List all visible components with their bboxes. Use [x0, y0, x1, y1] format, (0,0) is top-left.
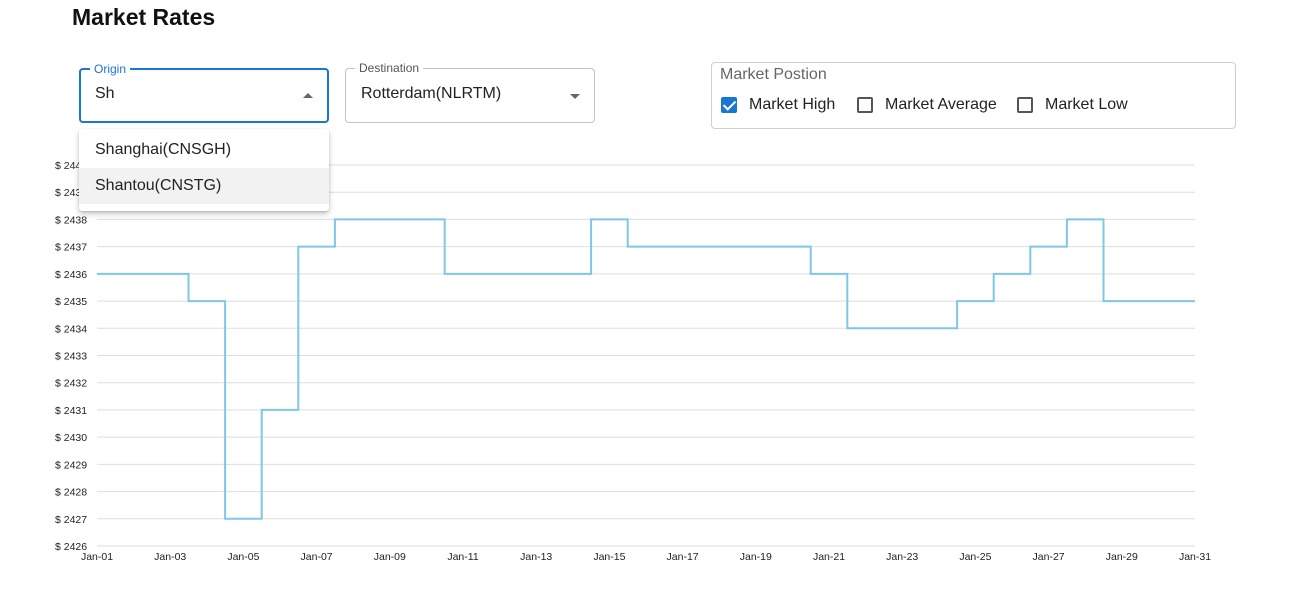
page-title: Market Rates — [72, 4, 216, 30]
x-tick-label: Jan-01 — [81, 551, 113, 563]
checkbox-unchecked-icon[interactable] — [1017, 97, 1033, 113]
checkbox-unchecked-icon[interactable] — [857, 97, 873, 113]
y-axis: $ 2426 $ 2427 $ 2428 $ 2429 $ 2430 $ 2431 $ 24… — [55, 160, 87, 553]
destination-select[interactable]: Destination Rotterdam(NLRTM) — [345, 60, 595, 123]
origin-select[interactable]: Origin Sh — [79, 61, 329, 123]
y-tick-label: $ 2432 — [55, 378, 87, 390]
market-position-label: Market Postion — [720, 66, 827, 83]
y-tick-label: $ 2436 — [55, 269, 87, 281]
market-high-label: Market High — [749, 96, 836, 113]
y-tick-label: $ 2437 — [55, 242, 87, 254]
market-average-label: Market Average — [885, 96, 997, 113]
market-average-checkbox[interactable]: Market Average — [857, 96, 997, 114]
x-tick-label: Jan-25 — [959, 551, 991, 563]
x-tick-label: Jan-15 — [593, 551, 625, 563]
y-tick-label: $ 2433 — [55, 351, 87, 363]
y-tick-label: $ 2431 — [55, 405, 87, 417]
y-tick-label: $ 2426 — [55, 541, 87, 553]
x-tick-label: Jan-03 — [154, 551, 186, 563]
x-tick-label: Jan-21 — [813, 551, 845, 563]
origin-option-shanghai[interactable]: Shanghai(CNSGH) — [95, 141, 232, 158]
y-tick-label: $ 2430 — [55, 432, 87, 444]
origin-option-shantou[interactable]: Shantou(CNSTG) — [79, 168, 329, 204]
chevron-down-icon[interactable] — [570, 94, 580, 99]
x-tick-label: Jan-11 — [447, 551, 478, 563]
y-tick-label: $ 2438 — [55, 214, 87, 226]
x-tick-label: Jan-27 — [1033, 551, 1065, 563]
x-tick-label: Jan-19 — [740, 551, 772, 563]
market-high-series-line — [97, 218, 1195, 520]
x-tick-label: Jan-13 — [520, 551, 552, 563]
market-low-label: Market Low — [1045, 96, 1128, 113]
y-tick-label: $ 2434 — [55, 323, 87, 335]
x-tick-label: Jan-29 — [1106, 551, 1138, 563]
checkbox-checked-icon[interactable] — [721, 97, 737, 113]
x-tick-label: Jan-31 — [1179, 551, 1211, 563]
y-tick-label: $ 2435 — [55, 296, 87, 308]
y-tick-label: $ 2428 — [55, 487, 87, 499]
market-low-checkbox[interactable]: Market Low — [1017, 96, 1128, 114]
x-tick-label: Jan-05 — [227, 551, 259, 563]
destination-value[interactable]: Rotterdam(NLRTM) — [361, 85, 502, 102]
market-position-group: Market Postion Market High Market Averag… — [711, 62, 1236, 129]
x-tick-label: Jan-17 — [667, 551, 699, 563]
x-tick-label: Jan-09 — [374, 551, 406, 563]
x-tick-label: Jan-07 — [301, 551, 333, 563]
chevron-up-icon[interactable] — [303, 93, 313, 98]
destination-label: Destination — [355, 60, 424, 76]
x-tick-label: Jan-23 — [886, 551, 918, 563]
x-axis: Jan-01 Jan-03 Jan-05 Jan-07 Jan-09 Jan-11 Jan-… — [81, 551, 1211, 563]
origin-dropdown-menu: Shanghai(CNSGH) Shantou(CNSTG) — [79, 129, 329, 211]
market-high-checkbox[interactable]: Market High — [721, 96, 835, 114]
origin-label: Origin — [90, 61, 131, 77]
y-tick-label: $ 2427 — [55, 514, 87, 526]
origin-input[interactable]: Sh — [95, 85, 115, 102]
y-tick-label: $ 2429 — [55, 459, 87, 471]
